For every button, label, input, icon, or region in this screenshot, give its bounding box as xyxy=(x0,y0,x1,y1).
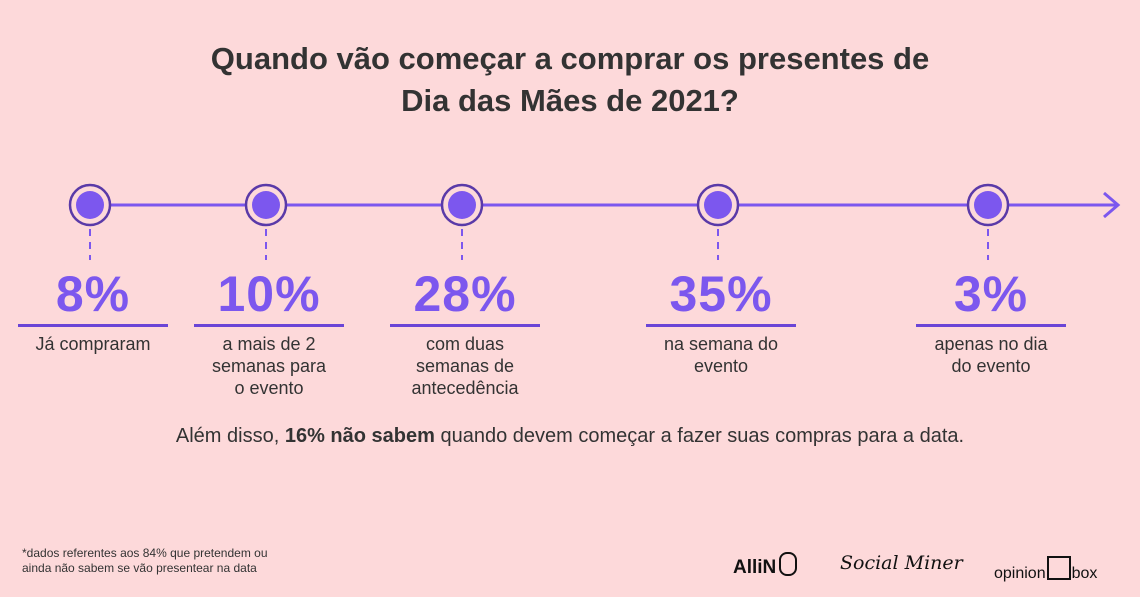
step-label: com duas xyxy=(425,334,505,354)
timeline-node xyxy=(252,191,280,219)
timeline-node xyxy=(76,191,104,219)
timeline-step: 28% com duas semanas de antecedência xyxy=(390,266,540,399)
step-label: do evento xyxy=(951,356,1031,376)
step-percent: 10% xyxy=(217,266,321,322)
timeline-step: 8% Já compraram xyxy=(18,266,168,355)
step-label: evento xyxy=(693,356,749,376)
step-label: antecedência xyxy=(411,378,519,398)
step-underline xyxy=(18,324,168,327)
timeline-node xyxy=(974,191,1002,219)
step-percent: 3% xyxy=(953,266,1029,322)
step-label: a mais de 2 xyxy=(222,334,316,354)
timeline-step: 3% apenas no dia do evento xyxy=(916,266,1066,377)
summary-note: Além disso, 16% não sabem quando devem c… xyxy=(175,425,965,447)
timeline-node xyxy=(704,191,732,219)
timeline-step: 35% na semana do evento xyxy=(646,266,796,377)
timeline-step: 10% a mais de 2 semanas para o evento xyxy=(194,266,344,399)
step-label: o evento xyxy=(234,378,304,398)
timeline xyxy=(68,183,1121,260)
step-underline xyxy=(390,324,540,327)
opinion-box-logo: opinion box xyxy=(994,556,1097,583)
step-percent: 35% xyxy=(669,266,773,322)
step-percent: 8% xyxy=(55,266,131,322)
step-underline xyxy=(194,324,344,327)
allin-logo: AlliN xyxy=(733,552,798,579)
page-title: Quando vão começar a comprar os presente… xyxy=(210,41,930,118)
arrow-icon xyxy=(1103,191,1121,219)
step-label: semanas de xyxy=(415,356,515,376)
timeline-node xyxy=(448,191,476,219)
step-underline xyxy=(646,324,796,327)
social-miner-logo: Social Miner xyxy=(840,552,963,574)
step-label: Já compraram xyxy=(35,334,151,354)
step-percent: 28% xyxy=(413,266,517,322)
step-label: semanas para xyxy=(211,356,327,376)
step-label: na semana do xyxy=(663,334,779,354)
step-label: apenas no dia xyxy=(934,334,1048,354)
footnote: *dados referentes aos 84% que pretendem … xyxy=(22,546,268,575)
step-underline xyxy=(916,324,1066,327)
